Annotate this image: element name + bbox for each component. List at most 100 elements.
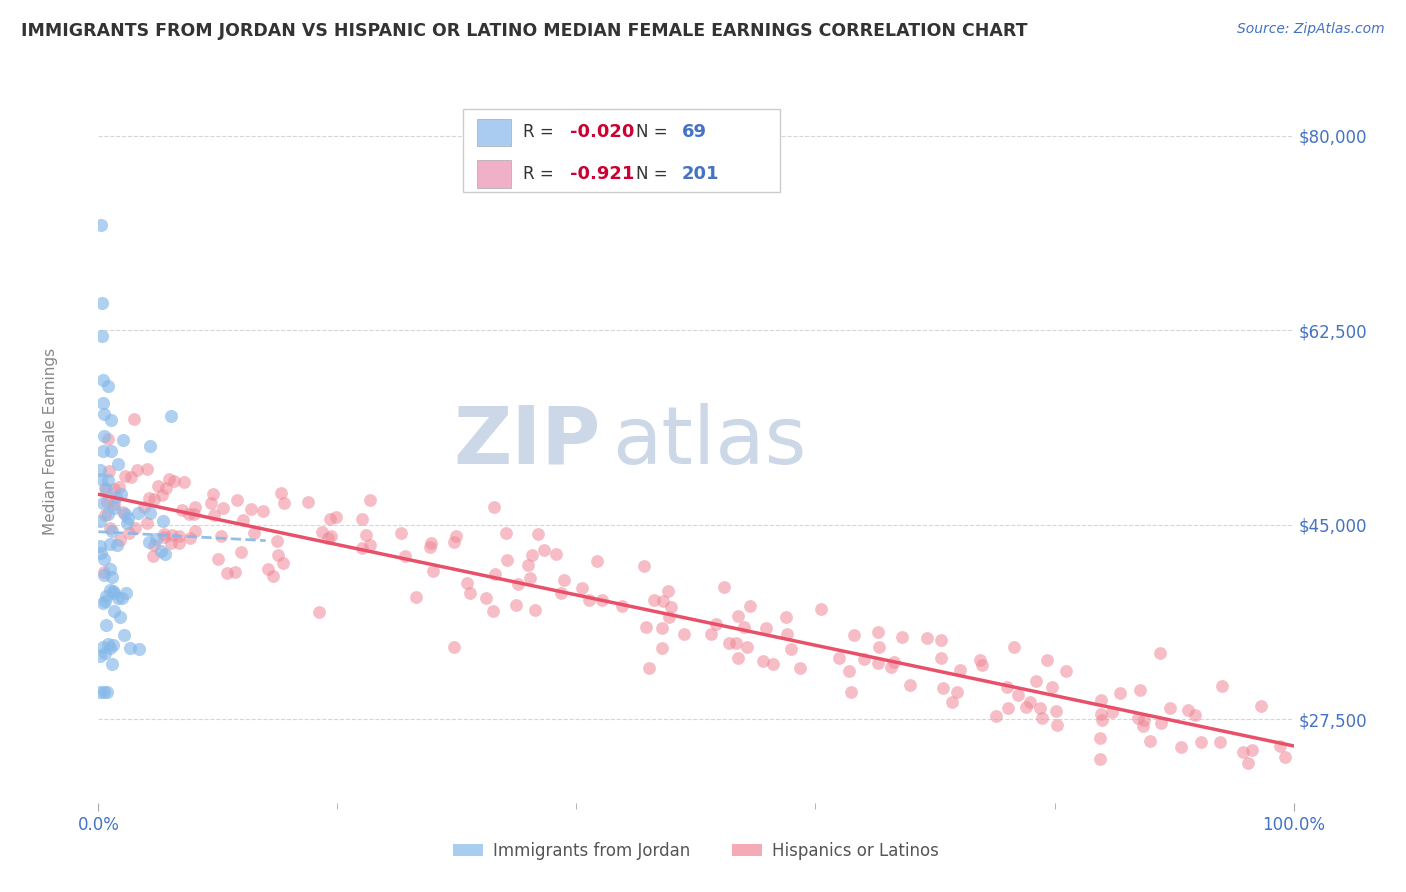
Point [184,500,207,514]
Point [1015,700,1038,714]
Point [93,429,115,443]
Point [883,656,905,670]
Point [1129,682,1152,697]
Point [1028,701,1050,715]
Text: R =: R = [523,165,558,183]
Point [984,708,1007,723]
Point [97,432,120,446]
Text: Median Female Earnings: Median Female Earnings [44,348,58,535]
Point [546,547,568,561]
Point [93,552,115,566]
Point [232,513,254,527]
Point [179,532,201,546]
Point [969,653,991,667]
Point [591,593,613,607]
Point [482,500,505,514]
Point [114,469,136,483]
Point [155,481,177,495]
Point [100,444,122,458]
Point [533,543,555,558]
Point [458,586,481,600]
Point [167,535,190,549]
Point [842,627,865,641]
Point [643,593,665,607]
Point [93,407,115,421]
Point [1031,711,1053,725]
Point [121,470,143,484]
Point [159,409,181,423]
Point [517,558,540,572]
Point [212,500,235,515]
Point [93,684,115,698]
Point [91,395,114,409]
Point [931,651,953,665]
Point [997,700,1019,714]
Point [89,473,111,487]
Point [389,526,412,541]
Point [139,507,162,521]
Point [118,525,141,540]
Point [103,497,125,511]
Point [108,533,131,547]
Point [97,473,120,487]
Point [252,504,274,518]
Point [1088,752,1111,766]
Point [101,524,124,538]
Point [173,475,195,489]
Point [200,496,222,510]
Point [107,591,129,605]
Point [659,599,682,614]
Point [1045,704,1067,718]
Point [612,599,634,613]
Point [114,586,136,600]
Point [718,636,741,650]
Point [1090,707,1112,722]
Point [751,654,773,668]
Text: N =: N = [637,165,673,183]
Point [495,526,517,541]
Point [929,632,952,647]
Point [103,603,125,617]
Point [891,630,914,644]
Point [727,651,749,665]
Point [1002,640,1025,654]
Point [553,573,575,587]
Point [359,538,381,552]
Point [1108,686,1130,700]
Point [98,537,121,551]
Point [506,577,529,591]
Point [495,553,517,567]
Point [145,532,167,546]
Point [143,491,166,506]
Point [672,626,695,640]
Point [136,516,159,530]
Point [780,642,803,657]
Point [1184,708,1206,723]
Point [93,568,115,582]
Point [444,529,467,543]
Point [354,527,377,541]
Point [153,530,176,544]
Text: R =: R = [523,123,558,142]
Point [103,638,125,652]
Point [350,541,373,555]
Point [108,480,131,494]
Point [124,521,146,535]
Point [1139,734,1161,748]
Point [319,529,342,543]
Point [1189,735,1212,749]
Point [101,657,124,671]
Point [308,605,330,619]
Point [1149,646,1171,660]
Point [484,566,506,581]
Point [202,508,225,523]
Point [725,636,748,650]
Point [1018,695,1040,709]
Point [142,549,165,563]
Point [117,510,139,524]
Point [1090,693,1112,707]
Point [267,548,290,562]
Point [96,494,118,508]
Point [108,609,131,624]
Point [127,463,149,477]
